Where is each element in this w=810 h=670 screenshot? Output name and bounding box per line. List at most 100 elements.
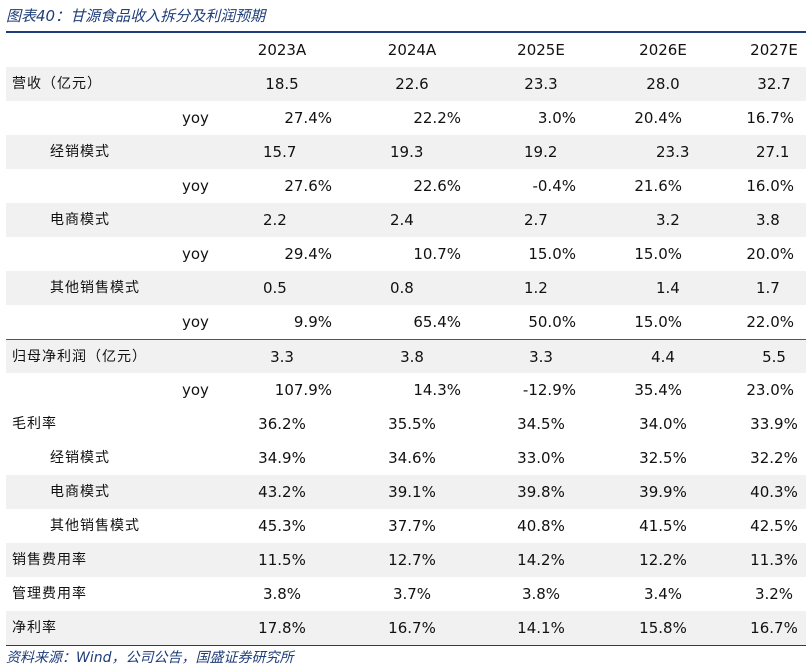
value-cell: 32.5% — [639, 449, 687, 467]
value-cell: 37.7% — [388, 517, 436, 535]
column-header-2025e: 2025E — [517, 41, 565, 59]
value-cell: 20.4% — [634, 109, 682, 127]
value-cell: 17.8% — [258, 619, 306, 637]
value-cell: 12.7% — [388, 551, 436, 569]
value-cell: 14.3% — [413, 381, 461, 399]
value-cell: 34.0% — [639, 415, 687, 433]
value-cell: 1.2 — [524, 279, 548, 297]
row-label: 归母净利润（亿元） — [12, 349, 147, 365]
value-cell: 22.2% — [413, 109, 461, 127]
value-cell: 45.3% — [258, 517, 306, 535]
value-cell: 3.3 — [529, 348, 553, 366]
value-cell: 3.0% — [537, 109, 576, 127]
value-cell: 22.6 — [395, 75, 429, 93]
value-cell: 16.0% — [746, 177, 794, 195]
value-cell: 18.5 — [265, 75, 299, 93]
table-row: 经销模式 34.9% 34.6% 33.0% 32.5% 32.2% — [6, 441, 806, 475]
value-cell: 22.0% — [746, 313, 794, 331]
row-label: 电商模式 — [50, 212, 110, 228]
value-cell: 39.8% — [517, 483, 565, 501]
value-cell: 39.1% — [388, 483, 436, 501]
value-cell: 23.0% — [746, 381, 794, 399]
table-header-row: 2023A 2024A 2025E 2026E 2027E — [6, 33, 806, 67]
value-cell: 15.0% — [528, 245, 576, 263]
value-cell: 3.8% — [521, 585, 561, 603]
value-cell: 14.1% — [517, 619, 565, 637]
value-cell: 16.7% — [388, 619, 436, 637]
table-row: 电商模式 43.2% 39.1% 39.8% 39.9% 40.3% — [6, 475, 806, 509]
table-row: 净利率 17.8% 16.7% 14.1% 15.8% 16.7% — [6, 611, 806, 645]
value-cell: 3.3 — [270, 348, 294, 366]
value-cell: 15.8% — [639, 619, 687, 637]
value-cell: 35.4% — [634, 381, 682, 399]
column-header-2023a: 2023A — [257, 41, 307, 59]
value-cell: 40.3% — [750, 483, 798, 501]
value-cell: 33.0% — [517, 449, 565, 467]
row-label: 经销模式 — [50, 450, 110, 466]
value-cell: 34.9% — [258, 449, 306, 467]
row-label: 销售费用率 — [12, 552, 87, 568]
table-row: 其他销售模式 45.3% 37.7% 40.8% 41.5% 42.5% — [6, 509, 806, 543]
value-cell: 2.2 — [263, 211, 287, 229]
value-cell: 1.7 — [756, 279, 780, 297]
value-cell: 3.2 — [656, 211, 680, 229]
value-cell: 15.0% — [634, 245, 682, 263]
value-cell: 27.4% — [284, 109, 332, 127]
value-cell: 19.3 — [390, 143, 424, 161]
value-cell: 2.7 — [524, 211, 548, 229]
row-label: yoy — [182, 381, 209, 399]
value-cell: 107.9% — [274, 381, 332, 399]
row-label: 电商模式 — [50, 484, 110, 500]
value-cell: 11.3% — [750, 551, 798, 569]
table-row: yoy 29.4% 10.7% 15.0% 15.0% 20.0% — [6, 237, 806, 271]
column-header-2026e: 2026E — [639, 41, 687, 59]
column-header-2027e: 2027E — [750, 41, 798, 59]
value-cell: 21.6% — [634, 177, 682, 195]
value-cell: 50.0% — [528, 313, 576, 331]
forecast-table: 2023A 2024A 2025E 2026E 2027E 营收（亿元） 18.5 22.6… — [6, 33, 806, 645]
value-cell: 11.5% — [258, 551, 306, 569]
value-cell: 4.4 — [651, 348, 675, 366]
value-cell: 16.7% — [746, 109, 794, 127]
value-cell: 23.3 — [524, 75, 558, 93]
row-label: 毛利率 — [12, 416, 57, 432]
value-cell: 1.4 — [656, 279, 680, 297]
row-label: 管理费用率 — [12, 586, 87, 602]
value-cell: 27.6% — [284, 177, 332, 195]
value-cell: 15.0% — [634, 313, 682, 331]
value-cell: 32.2% — [750, 449, 798, 467]
value-cell: 43.2% — [258, 483, 306, 501]
value-cell: 0.5 — [263, 279, 287, 297]
value-cell: 3.8% — [262, 585, 302, 603]
column-header-2024a: 2024A — [387, 41, 437, 59]
value-cell: -0.4% — [532, 177, 576, 195]
value-cell: 3.8 — [400, 348, 424, 366]
value-cell: 35.5% — [388, 415, 436, 433]
value-cell: 32.7 — [757, 75, 791, 93]
value-cell: 39.9% — [639, 483, 687, 501]
table-row: 经销模式 15.7 19.3 19.2 23.3 27.1 — [6, 135, 806, 169]
value-cell: 12.2% — [639, 551, 687, 569]
figure-title: 图表40：甘源食品收入拆分及利润预期 — [6, 7, 266, 25]
row-label: 其他销售模式 — [50, 280, 140, 296]
value-cell: 34.6% — [388, 449, 436, 467]
value-cell: 22.6% — [413, 177, 461, 195]
source-note: 资料来源：Wind，公司公告，国盛证券研究所 — [6, 650, 294, 666]
value-cell: 40.8% — [517, 517, 565, 535]
value-cell: 3.8 — [756, 211, 780, 229]
value-cell: 65.4% — [413, 313, 461, 331]
value-cell: 23.3 — [656, 143, 690, 161]
row-label: yoy — [182, 313, 209, 331]
table-row: 毛利率 36.2% 35.5% 34.5% 34.0% 33.9% — [6, 407, 806, 441]
table-row: 归母净利润（亿元） 3.3 3.8 3.3 4.4 5.5 — [6, 339, 806, 373]
bottom-rule — [6, 645, 806, 646]
value-cell: 0.8 — [390, 279, 414, 297]
value-cell: 3.2% — [754, 585, 794, 603]
value-cell: 29.4% — [284, 245, 332, 263]
row-label: 其他销售模式 — [50, 518, 140, 534]
value-cell: 41.5% — [639, 517, 687, 535]
value-cell: 3.7% — [392, 585, 432, 603]
row-label: yoy — [182, 177, 209, 195]
table-row: 管理费用率 3.8% 3.7% 3.8% 3.4% 3.2% — [6, 577, 806, 611]
